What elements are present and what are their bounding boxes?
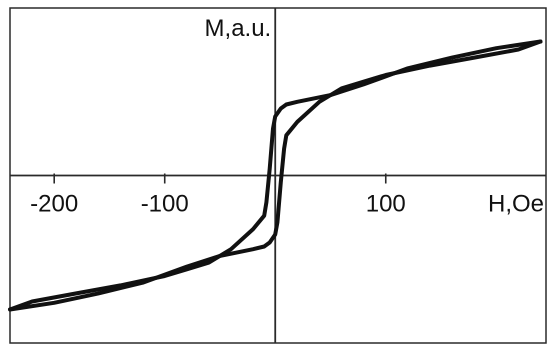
x-tick-label: -200 xyxy=(30,191,78,218)
hysteresis-curves xyxy=(8,39,543,312)
x-tick-label: 100 xyxy=(366,191,406,218)
x-ticks: -200 -100 100 xyxy=(30,173,406,218)
y-axis-label: M,a.u. xyxy=(205,15,272,42)
x-axis-label: H,Oe xyxy=(488,191,544,218)
x-tick-label: -100 xyxy=(141,191,189,218)
hysteresis-branch-ascending xyxy=(8,39,543,312)
